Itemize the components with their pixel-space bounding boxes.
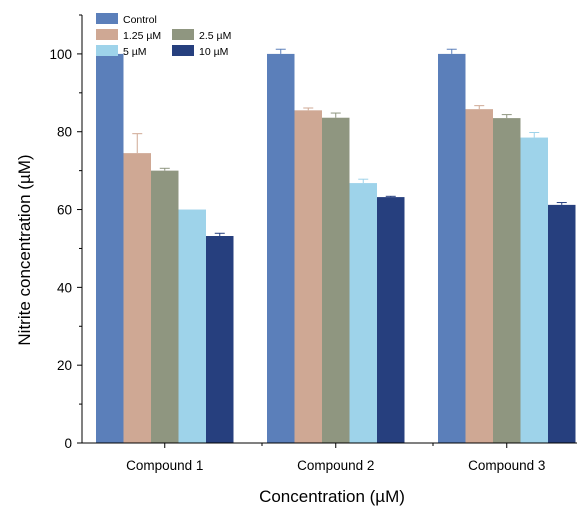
bar-3-3 <box>493 118 521 443</box>
bar-3-2 <box>322 117 350 443</box>
bars-layer <box>96 53 576 444</box>
x-tick-label: Compound 1 <box>126 458 203 473</box>
legend-label-4: 5 µM <box>123 46 147 58</box>
legend-label-2: 1.25 µM <box>123 30 161 42</box>
y-axis-title: Nitrite concentration (µM) <box>15 154 34 345</box>
y-tick-label: 0 <box>64 436 72 451</box>
y-tick-label: 80 <box>57 125 72 140</box>
y-tick-label: 100 <box>49 47 72 62</box>
legend-label-1: Control <box>123 14 157 26</box>
x-axis-title: Concentration (µM) <box>259 487 405 506</box>
bar-4-2 <box>349 183 377 443</box>
bar-1-1 <box>96 53 124 444</box>
bar-5-3 <box>548 204 576 443</box>
legend-swatch-5 <box>172 45 194 56</box>
legend-swatch-1 <box>96 13 118 24</box>
bar-5-1 <box>206 236 234 443</box>
bar-1-3 <box>438 53 466 444</box>
legend: Control 1.25 µM 2.5 µM 5 µM 10 µM <box>96 13 231 58</box>
y-axis-ticks: 0 20 40 60 80 100 <box>49 14 82 451</box>
y-tick-label: 60 <box>57 203 72 218</box>
legend-swatch-3 <box>172 29 194 40</box>
bar-1-2 <box>267 53 295 444</box>
bar-2-1 <box>123 153 151 444</box>
y-tick-label: 20 <box>57 358 72 373</box>
x-axis-ticks: Compound 1 Compound 2 Compound 3 <box>126 443 545 473</box>
bar-2-3 <box>465 109 493 443</box>
bar-5-2 <box>377 197 405 443</box>
bar-3-1 <box>151 170 179 444</box>
error-bars-layer <box>104 48 567 237</box>
x-tick-label: Compound 2 <box>297 458 374 473</box>
bar-4-1 <box>178 209 206 443</box>
x-tick-label: Compound 3 <box>468 458 545 473</box>
legend-label-5: 10 µM <box>199 46 228 58</box>
legend-swatch-4 <box>96 45 118 56</box>
bar-4-3 <box>520 137 548 443</box>
legend-label-3: 2.5 µM <box>199 30 231 42</box>
y-tick-label: 40 <box>57 280 72 295</box>
bar-2-2 <box>294 110 322 443</box>
legend-swatch-2 <box>96 29 118 40</box>
